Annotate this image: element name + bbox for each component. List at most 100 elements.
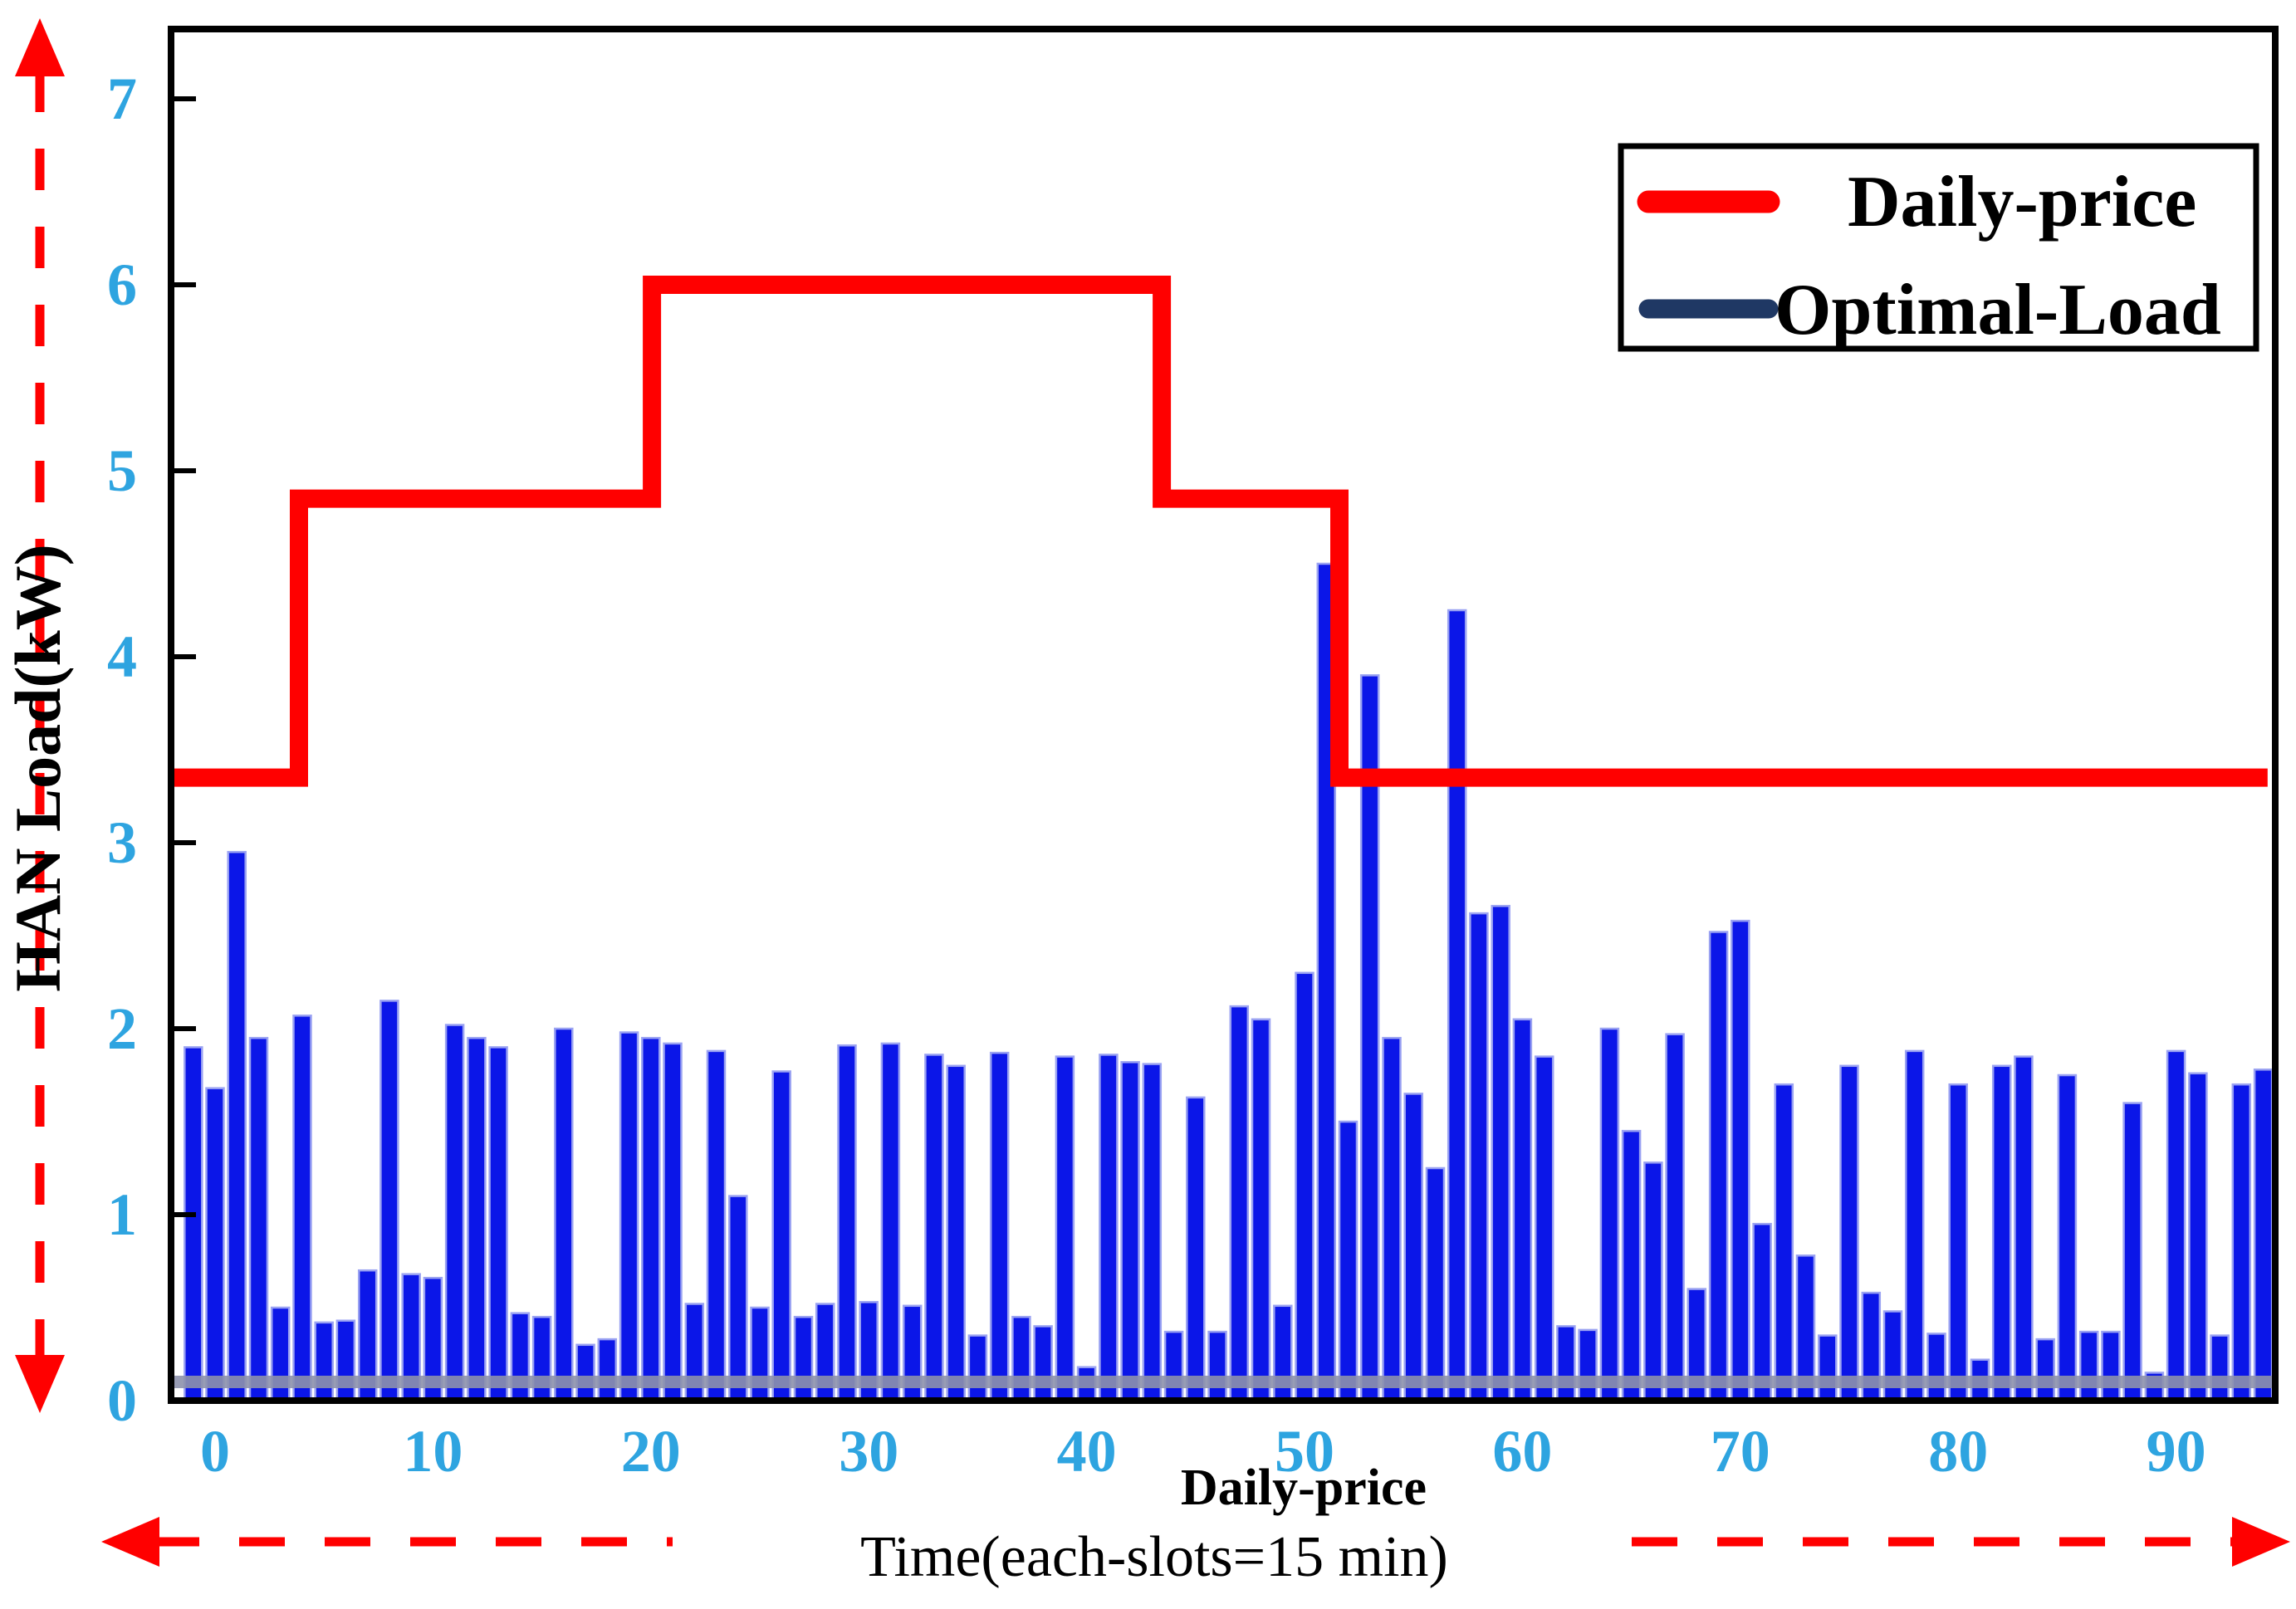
y-axis-title: HAN Load(kW) [2,544,74,992]
x-tick-label-90: 90 [2147,1418,2206,1484]
bar-slot-24 [728,1195,748,1402]
x-range-dashed-arrow [101,1517,2290,1567]
bar-slot-86 [2078,1330,2099,1402]
bar-slot-83 [2014,1055,2034,1402]
bar-slot-85 [2057,1073,2078,1402]
bar-slot-82 [1991,1064,2012,1402]
bar-slot-65 [1621,1129,1642,1402]
bar-slot-34 [946,1064,966,1402]
bar-slot-55 [1403,1093,1423,1402]
bar-slot--1 [184,1046,203,1402]
bar-slot-54 [1382,1036,1402,1402]
bar-slot-8 [379,1000,399,1402]
bar-slot-92 [2210,1334,2230,1402]
bar-slot-80 [1948,1083,1968,1402]
x-tick-label-50: 50 [1275,1418,1334,1484]
bar-slot-94 [2253,1069,2274,1402]
y-tick-label-0: 0 [107,1367,137,1434]
bar-slot-93 [2231,1083,2252,1402]
y-tick-label-1: 1 [107,1181,137,1248]
bar-slot-90 [2166,1049,2186,1402]
bar-slot-75 [1839,1064,1859,1402]
bar-slot-74 [1818,1334,1838,1402]
bar-slot-17 [575,1343,595,1402]
y-axis-ticks [171,96,196,1403]
bar-slot-61 [1534,1055,1554,1402]
bar-slot-84 [2035,1338,2055,1402]
bar-slot-23 [706,1049,727,1402]
bar-slot-48 [1251,1018,1271,1402]
bar-slot-42 [1120,1061,1140,1402]
bar-slot-87 [2101,1330,2121,1402]
x-tick-label-0: 0 [200,1418,230,1484]
bar-slot-13 [488,1046,508,1402]
bar-slot-66 [1643,1162,1663,1402]
x-tick-label-30: 30 [839,1418,898,1484]
y-range-dashed-arrow [15,18,65,1413]
bar-slot-1 [227,850,247,1402]
legend-optimal-load-label: Optimal-Load [1775,270,2221,350]
bar-slot-64 [1599,1027,1620,1402]
bar-slot-63 [1578,1328,1598,1402]
bar-slot-36 [989,1051,1010,1402]
x-axis-title-time: Time(each-slots=15 min) [860,1525,1448,1589]
bar-slot-58 [1469,912,1489,1402]
bar-slot-5 [314,1321,334,1402]
bar-slot-20 [641,1036,661,1402]
bar-slot-26 [771,1070,791,1402]
bar-slot-69 [1708,931,1729,1402]
bar-slot-79 [1926,1333,1946,1402]
x-tick-label-70: 70 [1711,1418,1770,1484]
bar-slot-78 [1904,1049,1925,1402]
bar-slot-62 [1556,1325,1576,1402]
bar-slot-2 [248,1036,269,1402]
x-tick-label-10: 10 [403,1418,463,1484]
bar-slot-91 [2188,1072,2208,1402]
bar-slot-60 [1512,1018,1533,1402]
bar-slot-38 [1033,1325,1053,1402]
bar-slot-50 [1295,971,1314,1402]
x-axis-subtitle-daily-price: Daily-price [1181,1460,1427,1516]
plot-border [168,26,2279,1404]
bar-slot-52 [1338,1120,1359,1402]
arrowhead-left-icon [101,1517,159,1567]
bar-slot-41 [1099,1054,1119,1402]
bar-slot-43 [1142,1063,1163,1402]
optimal-load-baseline-trace [171,1376,2275,1388]
bar-slot-11 [444,1024,465,1402]
x-tick-label-80: 80 [1928,1418,1988,1484]
bar-slot-6 [335,1319,356,1402]
bar-slot-57 [1447,609,1467,1402]
bar-slot-19 [619,1031,639,1402]
plot-area [168,26,2279,1404]
bar-slot-31 [880,1042,901,1402]
daily-price-step-line [171,276,2268,787]
x-tick-label-40: 40 [1057,1418,1117,1484]
bar-slot-59 [1491,904,1510,1402]
bar-slot-44 [1163,1330,1184,1402]
bar-slot-45 [1186,1096,1206,1402]
bar-slot-46 [1207,1330,1227,1402]
arrowhead-down-icon [15,1355,65,1413]
y-tick-label-7: 7 [107,66,137,132]
y-tick-label-4: 4 [107,624,137,690]
arrowhead-up-icon [15,18,65,76]
x-tick-labels: 0 10 20 30 40 50 60 70 80 90 [200,1418,2206,1484]
y-tick-label-6: 6 [107,252,137,318]
bar-slot-4 [292,1015,312,1402]
bar-slot-88 [2122,1102,2142,1402]
bar-slot-21 [663,1042,683,1402]
bar-slot-72 [1774,1083,1794,1402]
bar-slot-0 [205,1087,225,1402]
bar-slot-70 [1731,919,1750,1402]
bar-slot-39 [1055,1055,1075,1402]
legend-box: Daily-price Optimal-Load [1618,143,2259,352]
y-tick-labels: 0 1 2 3 4 5 6 7 [107,66,137,1434]
y-tick-label-3: 3 [107,809,137,876]
bar-slot-33 [924,1054,944,1402]
bar-slot-47 [1229,1005,1250,1402]
bar-slot-56 [1425,1166,1446,1402]
legend-daily-price-label: Daily-price [1848,162,2196,242]
x-tick-label-20: 20 [621,1418,681,1484]
